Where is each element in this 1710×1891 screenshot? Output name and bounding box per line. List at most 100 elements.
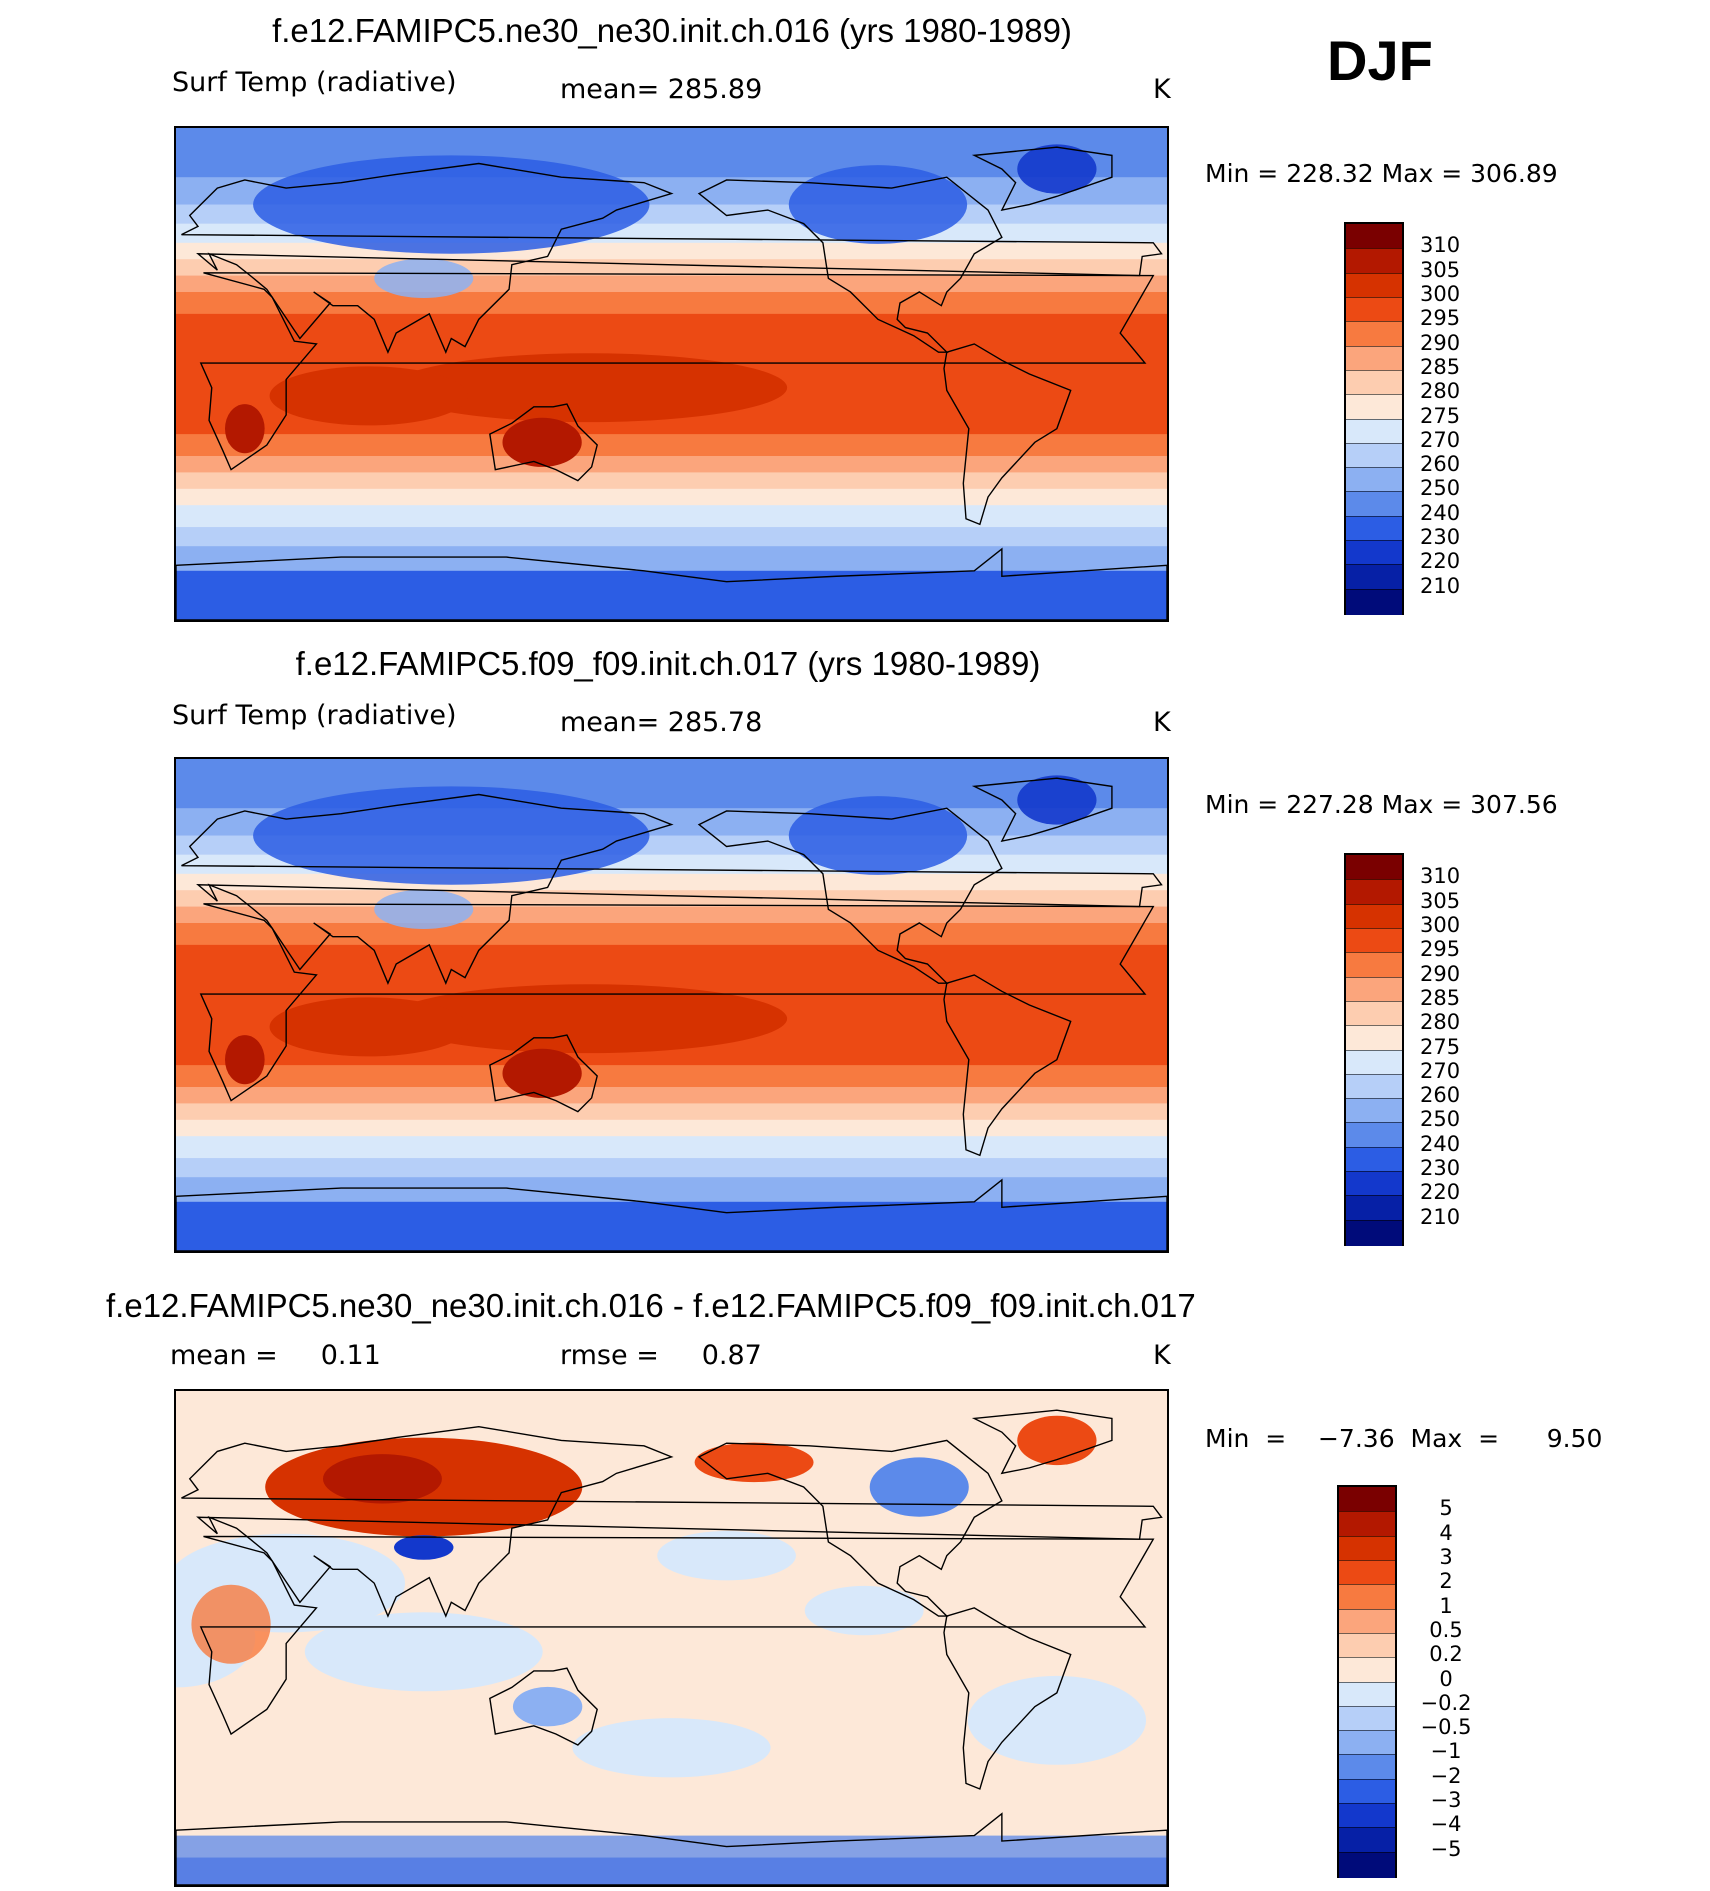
- colorbar-segment: [1346, 224, 1402, 249]
- colorbar-tick-label: 4: [1439, 1520, 1453, 1545]
- colorbar-segment: [1346, 1122, 1402, 1149]
- temperature-difference-map: [176, 1391, 1167, 1885]
- coastline-australia: [489, 403, 598, 482]
- colorbar-segment: [1346, 903, 1402, 930]
- colorbar-tick-label: 260: [1420, 452, 1461, 477]
- colorbar-tick-label: 280: [1420, 379, 1461, 404]
- colorbar-segment: [1346, 1073, 1402, 1100]
- colorbar-segment: [1346, 418, 1402, 445]
- colorbar-tick-label: 290: [1420, 961, 1461, 986]
- temperature-band: [176, 292, 1167, 315]
- colorbar-segment: [1346, 540, 1402, 566]
- coastline-antarctica: [176, 1178, 1167, 1251]
- coastline-namerica: [697, 176, 1003, 353]
- colorbar-tick-label: 295: [1420, 937, 1461, 962]
- panel-2-map: [174, 757, 1169, 1253]
- surface-temperature-map: [176, 759, 1167, 1251]
- colorbar-tick-label: 210: [1420, 1204, 1461, 1229]
- colorbar-tick-label: 310: [1420, 233, 1461, 258]
- positive-anomaly: [191, 1584, 271, 1664]
- colorbar-segment: [1346, 1000, 1402, 1027]
- colorbar-segment: [1346, 1098, 1402, 1124]
- coastline-samerica: [943, 974, 1072, 1157]
- colorbar-segment: [1339, 1487, 1395, 1512]
- colorbar-tick-label: 275: [1420, 1034, 1461, 1059]
- panel-1-variable: Surf Temp (radiative): [172, 67, 457, 98]
- colorbar-segment: [1346, 296, 1402, 323]
- panel-2-minmax: Min = 227.28 Max = 307.56: [1205, 790, 1558, 819]
- colorbar-segment: [1339, 1584, 1395, 1611]
- colorbar-tick-label: 305: [1420, 257, 1461, 282]
- temperature-band: [176, 275, 1167, 293]
- panel-1-colorbar: [1344, 222, 1404, 615]
- colorbar-tick-label: −4: [1430, 1812, 1462, 1837]
- colorbar-segment: [1346, 976, 1402, 1003]
- warm-pool: [269, 366, 468, 426]
- colorbar-tick-label: 295: [1420, 306, 1461, 331]
- panel-3-units: K: [1153, 1340, 1171, 1371]
- coastline-eurasia: [181, 1426, 1163, 1618]
- panel-1-map: [174, 126, 1169, 622]
- panel-1-minmax: Min = 228.32 Max = 306.89: [1205, 159, 1558, 188]
- negative-anomaly: [572, 1718, 771, 1778]
- temperature-band: [176, 527, 1167, 547]
- colorbar-tick-label: 250: [1420, 476, 1461, 501]
- colorbar-segment: [1346, 927, 1402, 954]
- colorbar-tick-label: 230: [1420, 1156, 1461, 1181]
- coastline-antarctica: [176, 547, 1167, 620]
- positive-anomaly: [322, 1454, 442, 1504]
- colorbar-tick-label: 260: [1420, 1083, 1461, 1108]
- colorbar-tick-label: 240: [1420, 500, 1461, 525]
- colorbar-tick-label: −5: [1430, 1836, 1462, 1861]
- colorbar-tick-label: 1: [1439, 1593, 1453, 1618]
- temperature-band: [176, 1087, 1167, 1104]
- panel-2-colorbar: [1344, 853, 1404, 1246]
- cold-region: [788, 796, 968, 875]
- antarctic-anomaly: [176, 1857, 1167, 1885]
- cold-region: [788, 165, 968, 244]
- panel-1-units: K: [1153, 74, 1171, 105]
- coastline-namerica: [697, 807, 1003, 984]
- coastline-africa: [199, 903, 1155, 1102]
- colorbar-segment: [1339, 1803, 1395, 1829]
- panel-3-minmax: Min = −7.36 Max = 9.50: [1205, 1424, 1603, 1453]
- colorbar-segment: [1339, 1535, 1395, 1562]
- antarctic-cold: [176, 576, 1167, 620]
- colorbar-tick-label: −1: [1430, 1739, 1462, 1764]
- coastline-namerica: [697, 1439, 1003, 1617]
- negative-anomaly: [967, 1675, 1147, 1765]
- coastline-africa: [199, 272, 1155, 471]
- coastline-australia: [489, 1034, 598, 1113]
- colorbar-tick-label: 220: [1420, 1180, 1461, 1205]
- colorbar-tick-label: 290: [1420, 330, 1461, 355]
- coastline-greenland: [971, 1409, 1113, 1475]
- colorbar-segment: [1346, 467, 1402, 493]
- colorbar-segment: [1346, 1219, 1402, 1246]
- panel-3-map: [174, 1389, 1169, 1887]
- temperature-band: [176, 505, 1167, 528]
- negative-anomaly: [394, 1535, 454, 1560]
- coastline-greenland: [971, 777, 1113, 842]
- positive-anomaly: [694, 1442, 814, 1483]
- colorbar-segment: [1339, 1657, 1395, 1683]
- temperature-band: [176, 472, 1167, 490]
- panel-2-mean: mean= 285.78: [560, 707, 763, 738]
- colorbar-segment: [1346, 1049, 1402, 1076]
- colorbar-tick-label: 285: [1420, 354, 1461, 379]
- coastline-samerica: [943, 1607, 1072, 1790]
- colorbar-tick-label: 0.2: [1429, 1642, 1463, 1667]
- colorbar-segment: [1339, 1778, 1395, 1805]
- tibet-cold: [374, 258, 474, 299]
- colorbar-segment: [1339, 1851, 1395, 1878]
- colorbar-segment: [1346, 394, 1402, 420]
- colorbar-segment: [1346, 1146, 1402, 1173]
- temperature-band: [176, 1136, 1167, 1159]
- tibet-cold: [374, 889, 474, 930]
- cold-region: [1017, 144, 1097, 194]
- temperature-band: [176, 546, 1167, 572]
- colorbar-segment: [1346, 491, 1402, 518]
- negative-anomaly: [657, 1530, 796, 1581]
- colorbar-segment: [1346, 564, 1402, 591]
- colorbar-tick-label: 275: [1420, 403, 1461, 428]
- temperature-band: [176, 1103, 1167, 1121]
